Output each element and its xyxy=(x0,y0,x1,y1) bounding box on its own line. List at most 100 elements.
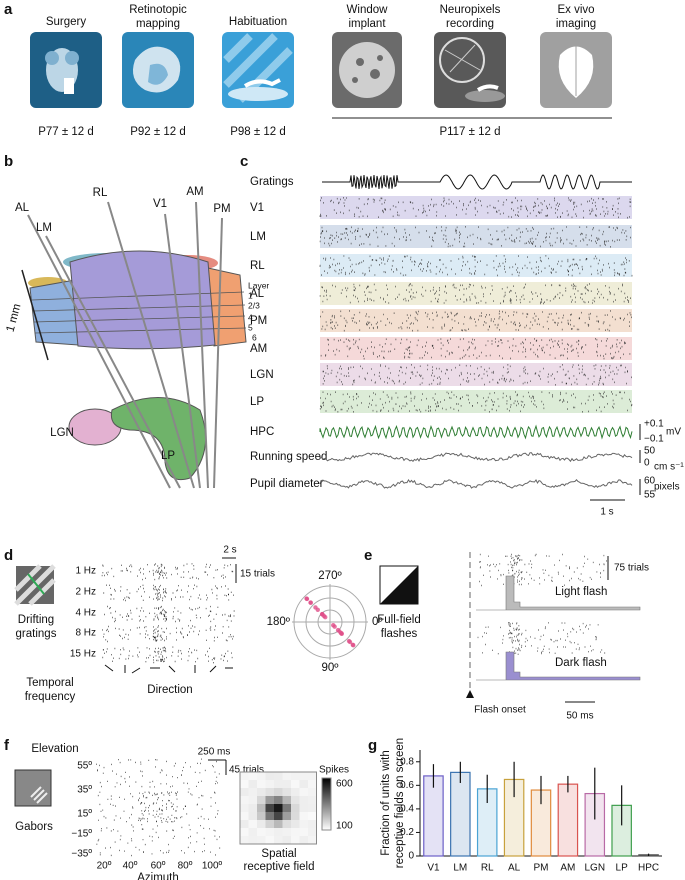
heatmap-cell xyxy=(282,772,292,781)
x-tick-label: LM xyxy=(453,863,467,874)
heatmap-cell xyxy=(274,828,283,837)
label: 0º xyxy=(372,616,383,628)
label: Flash onset xyxy=(474,705,526,716)
label: Light flash xyxy=(555,586,607,598)
tick-label: 40º xyxy=(123,861,138,872)
heatmap-cell xyxy=(291,780,300,789)
panel-letter: f xyxy=(4,737,10,754)
tick-label: 80º xyxy=(178,861,193,872)
heatmap-cell xyxy=(274,836,283,845)
heatmap-cell xyxy=(282,836,292,845)
heatmap-cell xyxy=(282,820,292,829)
raster xyxy=(320,310,632,332)
heatmap-cell xyxy=(291,772,300,781)
label: Temporal xyxy=(26,677,73,689)
bar xyxy=(423,775,444,857)
stimulus-label: Gratings xyxy=(250,176,294,188)
raster xyxy=(319,226,631,248)
heatmap-cell xyxy=(248,788,258,797)
y-tick-label: 0.6 xyxy=(400,780,414,791)
layer-label: 1 xyxy=(248,290,253,300)
panel-letter: d xyxy=(4,547,13,564)
raster xyxy=(102,625,234,643)
trace-label: Running speed xyxy=(250,451,327,463)
heatmap-cell xyxy=(265,828,275,837)
raster xyxy=(319,255,633,277)
heatmap-cell xyxy=(240,820,249,829)
heatmap-cell xyxy=(299,828,309,837)
heatmap-cell xyxy=(248,812,258,821)
heatmap-cell xyxy=(308,788,317,797)
label: 55 xyxy=(644,490,656,501)
histogram xyxy=(476,651,641,681)
label: Spatial xyxy=(261,848,296,860)
label: 600 xyxy=(336,779,353,790)
panel-letter: a xyxy=(4,1,13,18)
trace xyxy=(319,424,633,440)
anatomy xyxy=(21,201,247,489)
layer-label: 6 xyxy=(252,332,257,342)
y-axis-label: Fraction of units with xyxy=(380,750,392,855)
polar-point xyxy=(308,600,313,605)
heatmap-cell xyxy=(299,804,309,813)
label: mV xyxy=(666,427,681,438)
age-label: P117 ± 12 d xyxy=(439,126,500,138)
heatmap-cell xyxy=(248,836,258,845)
raster xyxy=(96,758,221,857)
region-label: AM xyxy=(250,343,267,355)
label: 15 trials xyxy=(240,569,275,580)
heatmap-cell xyxy=(257,796,266,805)
frequency-label: 1 Hz xyxy=(75,566,96,577)
trace-label: HPC xyxy=(250,426,274,438)
label: Dark flash xyxy=(555,657,607,669)
colorbar xyxy=(321,777,332,831)
heatmap-cell xyxy=(274,820,283,829)
area-label: V1 xyxy=(153,198,167,210)
heatmap-cell xyxy=(299,788,309,797)
heatmap-cell xyxy=(308,804,317,813)
frequency-label: 2 Hz xyxy=(75,587,96,598)
x-tick-label: RL xyxy=(481,863,494,874)
heatmap-cell xyxy=(308,820,317,829)
area-label: PM xyxy=(213,203,230,215)
bar xyxy=(557,783,579,857)
region-label: PM xyxy=(250,315,267,327)
heatmap-cell xyxy=(291,804,300,813)
tick-label: 20º xyxy=(97,861,112,872)
bar xyxy=(450,771,471,857)
label: 270º xyxy=(318,570,342,582)
layer-label: 2/3 xyxy=(248,300,260,310)
y-tick-label: 0.8 xyxy=(400,756,414,767)
label: 1 s xyxy=(600,507,613,518)
label: 2 s xyxy=(223,545,236,556)
heatmap-cell xyxy=(257,820,266,829)
raster xyxy=(103,584,234,602)
heatmap-cell xyxy=(248,828,258,837)
step-label: mapping xyxy=(136,18,180,30)
label: 0 xyxy=(644,458,650,469)
raster xyxy=(319,283,631,305)
area-label: AM xyxy=(186,186,203,198)
label: 250 ms xyxy=(198,747,231,758)
raster xyxy=(104,605,235,623)
tick-label: 35º xyxy=(77,785,92,796)
stim-icons xyxy=(14,564,419,807)
tick-label: −35º xyxy=(71,849,92,860)
x-tick-label: AL xyxy=(508,863,521,874)
step-label: recording xyxy=(446,18,494,30)
label: 60 xyxy=(644,476,656,487)
trace xyxy=(319,452,633,463)
heatmap-cell xyxy=(257,772,266,781)
heatmap-cell xyxy=(291,788,300,797)
raster-bg xyxy=(320,254,632,277)
scale-bar xyxy=(565,556,609,703)
x-tick-label: LP xyxy=(616,863,629,874)
area-label: LM xyxy=(36,222,52,234)
heatmap-cell xyxy=(308,772,317,781)
label: flashes xyxy=(381,628,418,640)
heatmap-cell xyxy=(308,836,317,845)
heatmap-cell xyxy=(240,804,249,813)
icons xyxy=(30,32,612,119)
heatmap-cell xyxy=(257,828,266,837)
heatmap-cell xyxy=(240,836,249,845)
